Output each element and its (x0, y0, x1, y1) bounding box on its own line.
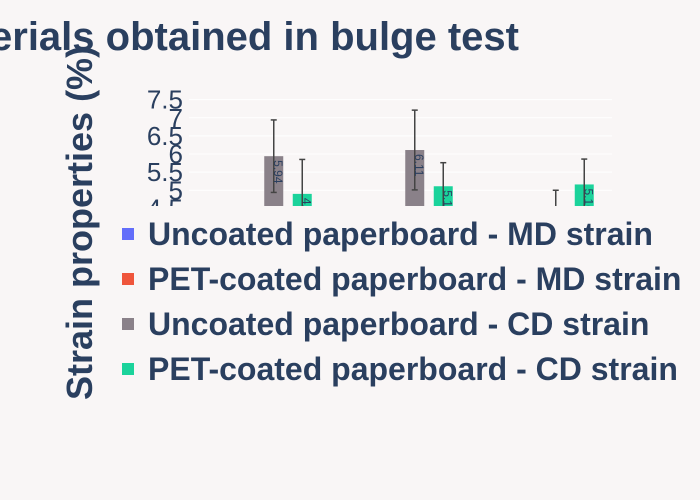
y-tick-label: 7 (169, 103, 183, 133)
legend-swatch-uncoated-md (122, 228, 134, 240)
legend: Uncoated paperboard - MD strain PET-coat… (108, 206, 700, 400)
y-tick-label: 6 (169, 139, 183, 169)
legend-swatch-pet-coated-md (122, 273, 134, 285)
bars: 5.944.96.115.115.16 (264, 109, 595, 235)
y-axis-title: Strain properties (%) (59, 46, 100, 400)
legend-item-uncoated-cd[interactable]: Uncoated paperboard - CD strain (122, 304, 649, 344)
legend-swatch-pet-coated-cd (122, 363, 134, 375)
gridlines (189, 99, 612, 209)
y-tick-label: 7.5 (147, 85, 183, 115)
legend-label-pet-coated-md: PET-coated paperboard - MD strain (148, 261, 682, 297)
legend-item-uncoated-md[interactable]: Uncoated paperboard - MD strain (122, 214, 653, 254)
legend-item-pet-coated-md[interactable]: PET-coated paperboard - MD strain (122, 259, 681, 299)
legend-label-pet-coated-cd: PET-coated paperboard - CD strain (148, 351, 678, 387)
legend-swatch-uncoated-cd (122, 318, 134, 330)
y-tick-label: 5 (169, 175, 183, 205)
chart-title: erials obtained in bulge test (0, 15, 519, 59)
legend-label-uncoated-cd: Uncoated paperboard - CD strain (148, 306, 650, 342)
y-tick-label: 5.5 (147, 157, 183, 187)
legend-item-pet-coated-cd[interactable]: PET-coated paperboard - CD strain (122, 349, 678, 389)
legend-label-uncoated-md: Uncoated paperboard - MD strain (148, 216, 653, 252)
bar-data-label: 5.94 (271, 160, 285, 184)
y-tick-labels: 4.555.566.577.5 (147, 85, 183, 224)
bar-data-label: 6.11 (412, 154, 426, 177)
y-tick-label: 6.5 (147, 121, 183, 151)
